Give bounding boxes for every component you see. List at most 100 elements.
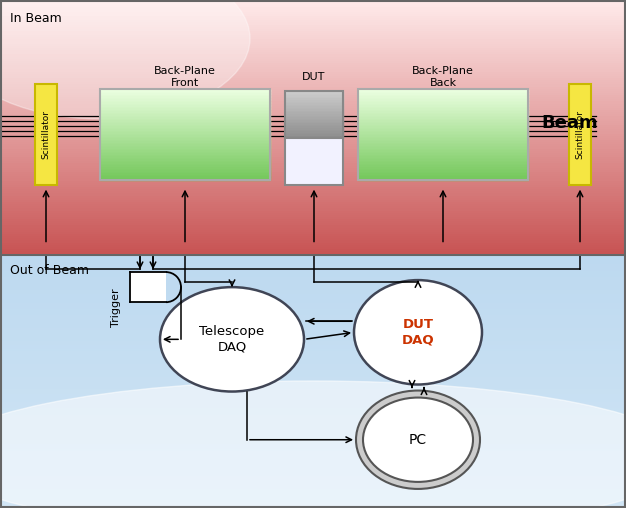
Bar [0,201,626,203]
Bar [0,79,626,81]
Bar [0,357,626,360]
Bar [0,47,626,49]
Text: In Beam: In Beam [10,12,62,25]
Bar [0,342,626,345]
Bar [285,117,343,119]
Bar [0,328,626,330]
Bar [0,493,626,495]
Bar [0,298,626,301]
Bar [358,91,528,93]
Text: DUT
DAQ: DUT DAQ [402,319,434,346]
Bar [0,499,626,502]
Bar [358,153,528,155]
Bar [0,164,626,167]
Bar [0,224,626,227]
Bar [285,125,343,127]
Bar [100,172,270,174]
Text: Back-Plane
Front: Back-Plane Front [154,66,216,88]
Bar [0,209,626,212]
Bar [0,268,626,271]
Bar [0,321,626,324]
Bar [358,173,528,175]
Bar [0,256,626,258]
Bar [358,116,528,118]
Bar [0,294,626,296]
Bar [358,111,528,113]
Bar [0,486,626,489]
Bar [100,91,270,93]
Bar [358,128,528,130]
Bar [0,262,626,265]
Bar [358,89,528,179]
Bar [0,417,626,419]
Bar [358,108,528,110]
Bar [0,446,626,449]
Bar [0,42,626,45]
Bar [0,72,626,75]
Ellipse shape [160,287,304,392]
Bar [0,125,626,128]
Bar [0,380,626,383]
Bar [100,166,270,168]
Bar [358,166,528,168]
Bar [569,84,591,185]
Bar [358,134,528,136]
Text: Scintillator: Scintillator [41,110,51,159]
Bar [0,153,626,156]
Bar [285,108,343,110]
Text: Out of Beam: Out of Beam [10,264,89,277]
Bar [0,419,626,421]
Bar [100,102,270,104]
Bar [285,131,343,133]
Bar [358,141,528,143]
Text: Telescope
DAQ: Telescope DAQ [199,325,265,354]
Bar [0,302,626,305]
Bar [285,90,343,92]
Bar [100,122,270,124]
Bar [100,120,270,122]
Bar [0,111,626,113]
Bar [358,93,528,95]
Bar [358,149,528,151]
Bar [358,175,528,177]
Bar [100,108,270,110]
Bar [0,324,626,326]
Bar [100,146,270,148]
Bar [285,106,343,108]
Bar [0,187,626,190]
Bar [100,141,270,143]
Bar [0,346,626,350]
Bar [0,393,626,396]
Bar [0,235,626,237]
Bar [0,196,626,199]
Bar [100,117,270,119]
Bar [0,179,626,182]
Bar [0,139,626,141]
Bar [100,104,270,106]
Bar [0,315,626,318]
Bar [285,92,343,94]
Bar [0,239,626,242]
Bar [0,249,626,252]
Bar [0,266,626,269]
Bar [100,132,270,134]
Bar [0,168,626,171]
Bar [0,17,626,19]
Bar [285,119,343,121]
Bar [0,66,626,69]
Bar [0,264,626,267]
Bar [0,385,626,387]
Bar [0,247,626,250]
Bar [358,147,528,149]
Bar [0,21,626,23]
Bar [100,116,270,118]
Bar [0,134,626,137]
Bar [0,23,626,26]
Bar [0,175,626,177]
Bar [0,155,626,158]
Bar [0,44,626,47]
Bar [0,145,626,147]
Bar [0,408,626,410]
Bar [0,19,626,21]
Bar [0,237,626,239]
